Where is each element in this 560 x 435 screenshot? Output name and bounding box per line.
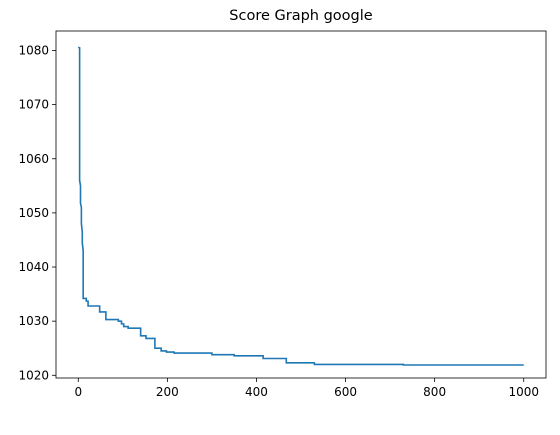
y-tick-label: 1080 xyxy=(18,43,49,57)
plot-area xyxy=(56,31,546,378)
x-tick-label: 400 xyxy=(245,385,268,399)
x-tick-label: 800 xyxy=(423,385,446,399)
y-tick-label: 1060 xyxy=(18,152,49,166)
x-axis-ticks: 0 200 400 600 800 1000 xyxy=(74,378,539,399)
y-tick-label: 1040 xyxy=(18,260,49,274)
series-line-0 xyxy=(77,46,524,366)
y-axis-ticks: 1020 1030 1040 1050 1060 1070 1080 xyxy=(18,43,56,382)
y-tick-label: 1050 xyxy=(18,206,49,220)
chart-title: Score Graph google xyxy=(229,8,372,24)
series-layer xyxy=(77,46,524,366)
y-tick-label: 1020 xyxy=(18,368,49,382)
y-tick-label: 1030 xyxy=(18,314,49,328)
x-tick-label: 0 xyxy=(74,385,82,399)
x-tick-label: 600 xyxy=(334,385,357,399)
y-tick-label: 1070 xyxy=(18,98,49,112)
x-tick-label: 200 xyxy=(156,385,179,399)
x-tick-label: 1000 xyxy=(508,385,539,399)
plot-frame xyxy=(55,30,547,379)
